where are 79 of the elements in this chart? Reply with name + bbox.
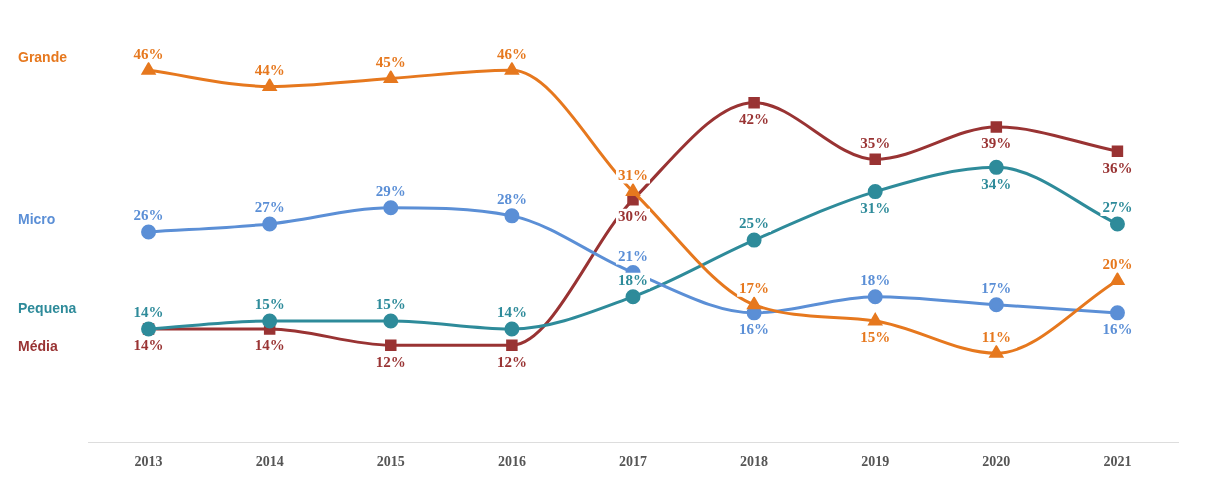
point: [989, 345, 1004, 358]
point: [869, 153, 881, 165]
point: [867, 289, 883, 305]
data-label: 18%: [860, 272, 891, 289]
text: Micro: [18, 210, 56, 227]
data-label: 20%: [1102, 255, 1133, 272]
data-label: 30%: [618, 208, 648, 225]
data-label: 17%: [739, 280, 770, 297]
point: [990, 121, 1003, 133]
data-label: 15%: [375, 296, 406, 313]
x-tick-label: 2019: [861, 454, 890, 470]
point: [625, 289, 641, 305]
point: [988, 159, 1004, 175]
data-label: 18%: [618, 272, 648, 289]
data-label: 16%: [739, 321, 770, 338]
point: [383, 200, 399, 216]
x-tick-label: 2017: [619, 454, 647, 470]
data-label: 21%: [618, 247, 648, 264]
point: [384, 70, 398, 83]
point: [505, 62, 519, 75]
point: [868, 313, 882, 326]
data-label: 46%: [496, 45, 527, 62]
point: [747, 297, 761, 310]
data-label: 44%: [254, 61, 285, 78]
x-tick-label: 2016: [497, 454, 526, 470]
point: [383, 313, 399, 329]
data-label: 36%: [1102, 159, 1133, 176]
data-label: 27%: [1102, 199, 1133, 216]
data-label: 14%: [254, 337, 285, 354]
point: [262, 313, 278, 329]
data-label: 15%: [254, 296, 285, 313]
data-label: 45%: [375, 53, 406, 70]
x-tick-label: 2018: [740, 454, 769, 470]
data-label: 14%: [496, 304, 527, 321]
point: [988, 297, 1004, 313]
data-label: 12%: [375, 353, 406, 370]
data-label: 17%: [981, 280, 1012, 297]
x-tick-label: 2014: [255, 454, 284, 470]
point: [867, 184, 883, 200]
data-label: 16%: [1102, 321, 1133, 338]
x-tick-label: 2021: [1103, 454, 1132, 470]
data-label: 31%: [618, 166, 648, 183]
data-label: 39%: [981, 135, 1012, 152]
data-label: 28%: [496, 191, 527, 208]
point: [1109, 216, 1125, 232]
data-label: 42%: [739, 111, 770, 128]
text: Grande: [18, 49, 68, 66]
data-label: 14%: [133, 337, 164, 354]
point: [748, 96, 760, 109]
point: [141, 62, 156, 75]
point: [504, 321, 520, 337]
x-tick-label: 2015: [376, 454, 405, 470]
data-label: 35%: [860, 134, 891, 151]
point: [746, 232, 762, 248]
data-label: 29%: [375, 183, 406, 200]
data-label: 27%: [254, 199, 285, 216]
point: [141, 224, 157, 240]
point: [385, 339, 397, 351]
point: [1110, 273, 1125, 286]
data-label: 25%: [739, 215, 770, 232]
data-label: 11%: [981, 328, 1011, 345]
data-label: 12%: [496, 353, 527, 370]
data-label: 46%: [133, 45, 164, 62]
point: [504, 208, 520, 224]
point: [1111, 145, 1124, 157]
text: Média: [18, 337, 58, 354]
point: [626, 184, 640, 197]
data-label: 15%: [860, 329, 891, 346]
data-label: 26%: [133, 207, 164, 224]
point: [262, 216, 278, 232]
x-tick-label: 2013: [134, 454, 163, 470]
data-label: 14%: [133, 304, 164, 321]
text: Pequena: [18, 299, 77, 316]
data-label: 34%: [981, 175, 1012, 192]
point: [262, 79, 277, 91]
point: [506, 339, 518, 351]
x-tick-label: 2020: [982, 454, 1011, 470]
point: [1109, 305, 1125, 321]
data-label: 31%: [860, 199, 891, 216]
